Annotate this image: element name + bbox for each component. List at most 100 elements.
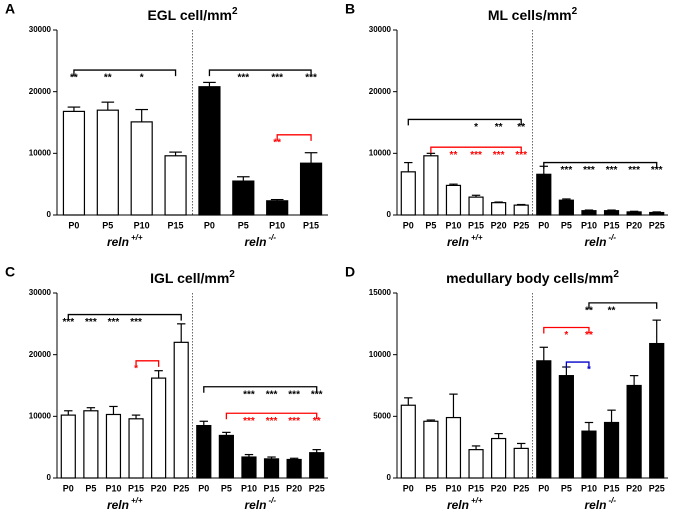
significance-stars: **	[450, 150, 458, 161]
bar	[266, 200, 289, 216]
group-name: reln	[447, 235, 469, 249]
group-label: reln +/+	[107, 496, 143, 512]
significance-stars: ***	[651, 165, 663, 176]
x-tick-label: P5	[85, 483, 96, 493]
significance-stars: **	[313, 416, 321, 427]
x-tick-label: P20	[626, 483, 642, 493]
bar	[299, 162, 323, 216]
group-label: reln -/-	[244, 496, 276, 512]
bar	[468, 196, 484, 216]
x-tick-label: P15	[604, 483, 620, 493]
bar	[164, 155, 187, 216]
bar	[626, 211, 642, 216]
x-tick-label: P5	[238, 220, 249, 230]
group-sup: -/-	[268, 233, 276, 242]
group-sup: -/-	[268, 496, 276, 505]
x-tick-label: P5	[561, 483, 572, 493]
bar	[626, 384, 642, 479]
significance-stars: ***	[85, 317, 97, 328]
y-tick-label: 0	[47, 473, 52, 482]
significance-stars: ***	[606, 165, 618, 176]
y-tick-label: 20000	[29, 87, 52, 96]
significance-stars: *	[474, 122, 478, 133]
bar	[196, 424, 212, 479]
y-tick-label: 20000	[369, 87, 392, 96]
title-sup: 2	[572, 6, 578, 17]
chart-title: EGL cell/mm2	[147, 6, 238, 23]
significance-stars: *	[564, 330, 568, 341]
bar	[105, 413, 122, 479]
significance-stars: **	[495, 122, 503, 133]
x-tick-label: P0	[63, 483, 74, 493]
x-tick-label: P0	[403, 220, 414, 230]
bar	[60, 414, 76, 479]
x-tick-label: P15	[604, 220, 620, 230]
title-sup: 2	[229, 269, 235, 280]
x-tick-label: P0	[538, 220, 549, 230]
y-tick-label: 30000	[29, 288, 52, 297]
x-tick-label: P15	[468, 220, 484, 230]
bar	[62, 110, 86, 216]
x-tick-label: P5	[425, 220, 436, 230]
significance-stars: ***	[288, 389, 300, 400]
y-tick-label: 15000	[369, 288, 392, 297]
y-tick-label: 10000	[29, 411, 52, 420]
significance-stars: ***	[243, 416, 255, 427]
bar	[241, 456, 257, 479]
x-tick-label: P20	[151, 483, 167, 493]
group-label: reln -/-	[584, 233, 616, 249]
x-tick-label: P5	[221, 483, 232, 493]
title-sup: 2	[232, 6, 238, 17]
x-tick-label: P20	[626, 220, 642, 230]
significance-stars: ***	[271, 73, 283, 84]
group-name: reln	[107, 498, 129, 512]
significance-stars: ***	[470, 150, 482, 161]
y-tick-label: 10000	[369, 350, 392, 359]
bar	[151, 377, 167, 479]
bar	[423, 420, 439, 479]
bar	[558, 199, 574, 216]
bar	[536, 173, 552, 216]
significance-bracket	[565, 361, 590, 369]
bar	[198, 86, 221, 216]
panel-letter: A	[5, 1, 15, 17]
significance-stars: *	[140, 73, 144, 84]
significance-stars: **	[273, 137, 281, 148]
title-text: medullary body cells/mm	[446, 270, 613, 286]
bar	[581, 430, 597, 479]
x-tick-label: P20	[491, 220, 507, 230]
x-tick-label: P5	[561, 220, 572, 230]
group-sup: +/+	[471, 233, 483, 242]
significance-stars: ***	[243, 389, 255, 400]
group-label: reln +/+	[447, 496, 483, 512]
significance-bracket	[588, 302, 658, 309]
x-tick-label: P5	[102, 220, 113, 230]
bar	[445, 184, 462, 216]
significance-bracket	[225, 412, 318, 420]
y-tick-label: 0	[387, 473, 392, 482]
bar	[603, 421, 620, 479]
x-tick-label: P15	[468, 483, 484, 493]
significance-stars: ***	[108, 317, 120, 328]
significance-bracket	[276, 134, 312, 141]
y-tick-label: 10000	[29, 148, 52, 157]
y-tick-label: 0	[47, 210, 52, 219]
bar	[286, 458, 302, 479]
significance-stars: ***	[266, 389, 278, 400]
chart-title: IGL cell/mm2	[150, 269, 235, 286]
x-tick-label: P15	[303, 220, 319, 230]
y-tick-label: 0	[387, 210, 392, 219]
significance-stars: ***	[583, 165, 595, 176]
significance-stars: ***	[561, 165, 573, 176]
bar	[491, 202, 507, 216]
x-tick-label: P10	[581, 220, 597, 230]
x-tick-label: P10	[445, 220, 461, 230]
significance-stars: **	[585, 306, 593, 317]
significance-stars: ***	[515, 150, 527, 161]
x-tick-label: P0	[198, 483, 209, 493]
bar	[649, 342, 665, 479]
group-label: reln -/-	[244, 233, 276, 249]
